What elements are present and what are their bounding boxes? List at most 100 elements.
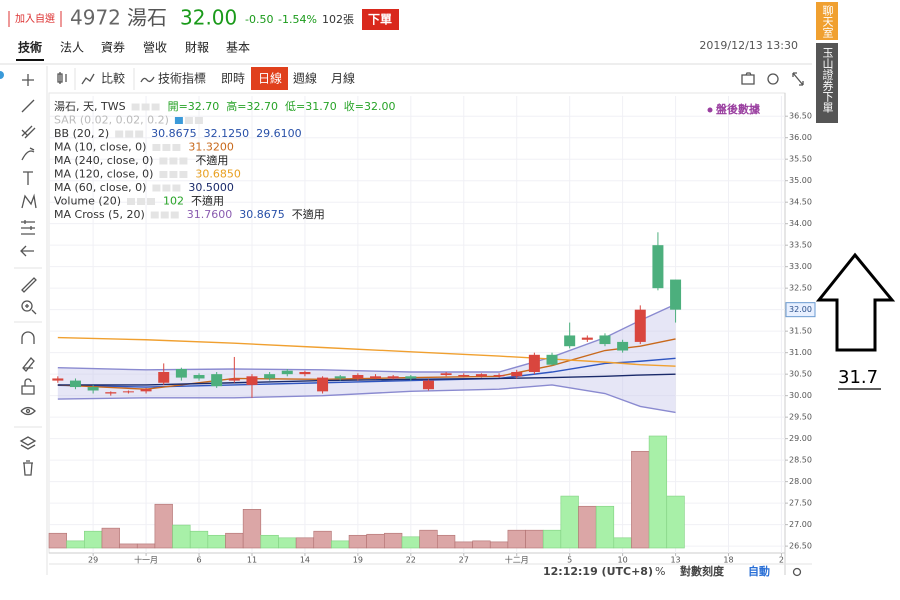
- legend-icon[interactable]: [179, 157, 188, 165]
- candle-body: [440, 373, 452, 376]
- tab[interactable]: 財報: [185, 40, 209, 55]
- legend-icon[interactable]: [169, 157, 178, 165]
- crosshair-tool[interactable]: [22, 74, 34, 86]
- zoom-tool[interactable]: [21, 300, 37, 315]
- x-tick-label: 14: [300, 556, 310, 565]
- candle-body: [87, 387, 99, 391]
- visibility-tool[interactable]: [20, 406, 36, 416]
- y-tick-label: 27.50: [789, 499, 812, 508]
- compare-button[interactable]: 比較: [101, 71, 125, 86]
- chat-tab[interactable]: 聊天室: [816, 2, 838, 40]
- lock-tool[interactable]: [21, 378, 35, 395]
- legend-icon[interactable]: [160, 211, 169, 219]
- legend-icon[interactable]: [159, 171, 168, 178]
- fullscreen-icon[interactable]: [792, 72, 804, 86]
- y-tick-label: 36.00: [789, 133, 812, 142]
- legend-icon[interactable]: [162, 184, 171, 192]
- watch-button[interactable]: 加入自選: [8, 11, 62, 27]
- tab[interactable]: 法人: [60, 41, 84, 55]
- volume-bar: [66, 540, 85, 549]
- legend-icon[interactable]: [170, 211, 179, 219]
- legend-value: 30.5000: [188, 181, 234, 194]
- back-tool[interactable]: [20, 245, 34, 257]
- indicators-button[interactable]: 技術指標: [158, 71, 206, 86]
- active-period-bg: [251, 67, 288, 90]
- candle-body: [122, 391, 134, 393]
- tab[interactable]: 基本: [226, 41, 250, 55]
- legend-icon[interactable]: [152, 144, 161, 151]
- legend-icon[interactable]: [179, 171, 188, 178]
- tab-label: 聊天室: [821, 4, 834, 38]
- legend-icon[interactable]: [150, 211, 159, 219]
- settings-icon[interactable]: [767, 73, 779, 85]
- legend-icon[interactable]: [115, 130, 124, 138]
- drawing-tools: [14, 66, 48, 575]
- auto-toggle[interactable]: 自動: [748, 564, 770, 578]
- legend-icon[interactable]: [147, 198, 155, 205]
- camera-icon[interactable]: [741, 72, 755, 85]
- volume-bar: [48, 532, 67, 549]
- period-button[interactable]: 日線: [258, 71, 282, 86]
- volume-bar: [136, 543, 156, 549]
- candle-body: [405, 376, 417, 379]
- y-tick-label: 31.00: [789, 348, 812, 357]
- legend-icon[interactable]: [169, 171, 178, 178]
- log-toggle[interactable]: 對數刻度: [680, 564, 725, 578]
- candle-body: [158, 372, 170, 383]
- period-button[interactable]: 即時: [221, 72, 245, 86]
- legend-icon[interactable]: [127, 198, 135, 205]
- prediction-tool[interactable]: [21, 220, 35, 235]
- legend-icon[interactable]: [172, 184, 181, 192]
- line-tool[interactable]: [21, 99, 35, 113]
- legend-icon[interactable]: [174, 117, 183, 124]
- candle-body: [422, 380, 434, 390]
- y-tick-label: 35.00: [789, 176, 812, 185]
- volume-bar: [119, 543, 138, 549]
- legend-icon[interactable]: [135, 130, 144, 138]
- tab[interactable]: 營收: [143, 41, 167, 55]
- tab[interactable]: 資券: [101, 40, 125, 55]
- legend-icon[interactable]: [125, 130, 134, 138]
- percent-toggle[interactable]: %: [655, 565, 665, 578]
- brush-tool[interactable]: [21, 147, 35, 161]
- y-tick-label: 30.50: [789, 370, 812, 379]
- volume-bar: [242, 509, 262, 549]
- layers-tool[interactable]: [19, 436, 37, 450]
- measure-tool[interactable]: [21, 277, 37, 293]
- period-button[interactable]: 週線: [293, 71, 317, 86]
- magnet-tool[interactable]: [21, 331, 35, 344]
- legend-icon[interactable]: [131, 103, 140, 111]
- pencil-lock-tool[interactable]: [22, 357, 35, 372]
- pattern-tool[interactable]: [21, 193, 37, 209]
- order-tab[interactable]: 玉山證券下單: [816, 43, 838, 123]
- candle-icon[interactable]: [57, 72, 67, 84]
- delete-tool[interactable]: [23, 460, 33, 476]
- legend-icon[interactable]: [184, 117, 193, 124]
- button-label: 下單: [368, 13, 392, 27]
- legend-icon[interactable]: [137, 198, 145, 205]
- legend-value: 開=32.70: [168, 100, 220, 113]
- volume-bar: [613, 537, 632, 549]
- axis-settings[interactable]: [792, 567, 802, 577]
- volume-bar: [313, 530, 332, 549]
- order-button[interactable]: 下單: [362, 9, 399, 30]
- tab[interactable]: 技術: [18, 40, 42, 55]
- legend-icon[interactable]: [172, 144, 181, 151]
- period-button[interactable]: 月線: [331, 71, 355, 86]
- fib-tool[interactable]: [21, 125, 36, 139]
- tab-bg: [816, 43, 838, 123]
- legend-icon[interactable]: [141, 103, 150, 111]
- candle-body: [193, 375, 205, 379]
- x-tick-label: 22: [406, 556, 416, 565]
- volume-bar: [472, 540, 491, 549]
- legend-value: 30.8675: [239, 208, 285, 221]
- legend-icon[interactable]: [152, 184, 161, 192]
- legend-icon[interactable]: [162, 144, 171, 151]
- legend-icon[interactable]: [159, 157, 168, 165]
- volume-bar: [225, 532, 244, 549]
- text-tool[interactable]: [23, 171, 33, 185]
- legend-icon[interactable]: [151, 103, 160, 111]
- candle-body: [458, 375, 470, 377]
- x-tick-label: 2: [779, 556, 784, 565]
- legend-icon[interactable]: [194, 117, 203, 124]
